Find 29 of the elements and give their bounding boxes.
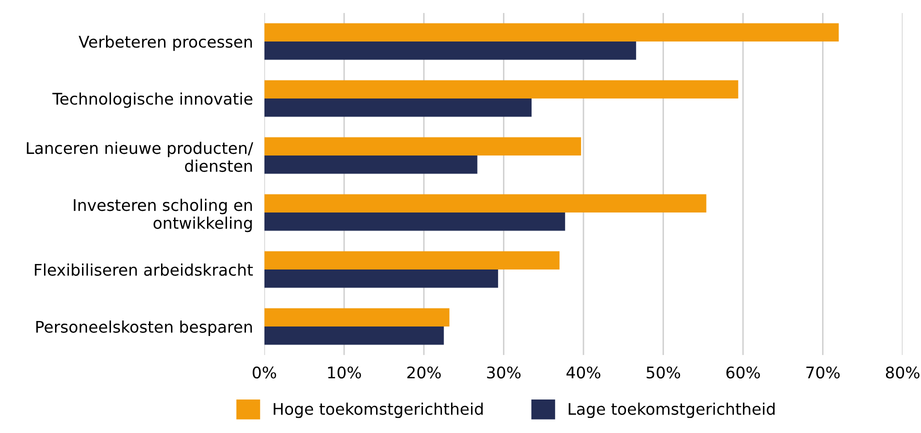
x-tick-label: 60%: [726, 366, 760, 379]
x-tick-label: 10%: [328, 366, 361, 379]
y-tick-label: Verbeteren processen: [78, 35, 252, 51]
y-tick-label: Investeren scholing en ontwikkeling: [74, 198, 252, 232]
y-tick-label: Flexibiliseren arbeidskracht: [34, 263, 253, 276]
bar: [264, 251, 560, 270]
bar: [264, 137, 582, 156]
legend-label: Hoge toekomstgerichtheid: [274, 402, 483, 418]
bar: [264, 98, 532, 117]
x-tick-label: 0%: [252, 366, 276, 379]
bar: [264, 80, 738, 99]
x-tick-label: 80%: [886, 366, 920, 379]
x-tick-label: 50%: [646, 366, 680, 379]
bar: [264, 326, 444, 345]
bar: [264, 41, 636, 60]
bar: [264, 194, 706, 213]
bar: [264, 23, 839, 42]
x-tick-label: 40%: [566, 366, 600, 379]
bar: [264, 308, 450, 327]
x-tick-label: 70%: [806, 366, 840, 379]
y-tick-label: Technologische innovatie: [52, 92, 252, 108]
y-tick-label: Personeelskosten besparen: [36, 320, 252, 336]
bar: [264, 212, 566, 231]
bar: [264, 270, 498, 288]
x-tick-label: 20%: [407, 366, 441, 379]
legend-label: Lage toekomstgerichtheid: [568, 402, 775, 418]
bar: [264, 156, 478, 174]
y-tick-label: Lanceren nieuwe producten/ diensten: [26, 142, 254, 172]
x-tick-label: 30%: [487, 366, 521, 379]
